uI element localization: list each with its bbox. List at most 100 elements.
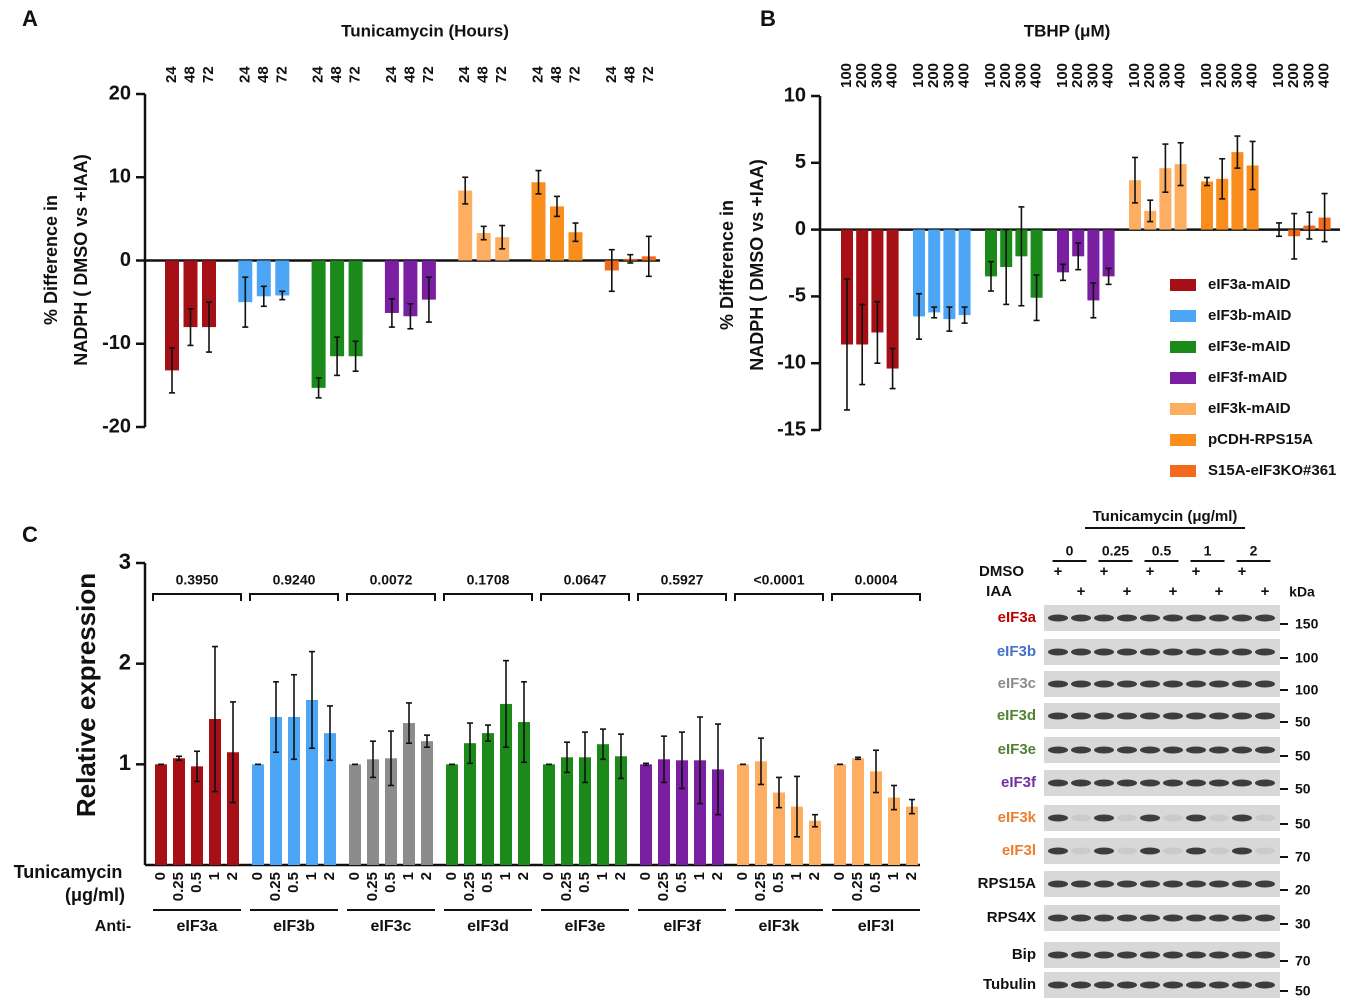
x-tick-label: 24 <box>236 66 253 83</box>
band <box>1255 982 1275 989</box>
group-label: eIF3c <box>371 918 412 935</box>
legend-swatch <box>1170 279 1196 291</box>
y-tick-label: 10 <box>784 84 806 106</box>
legend-label: eIF3k-mAID <box>1208 400 1291 417</box>
band <box>1232 681 1252 688</box>
band <box>1094 681 1114 688</box>
bar <box>155 764 167 865</box>
x-tick-label: 2 <box>224 872 241 880</box>
band <box>1140 649 1160 656</box>
band <box>1163 915 1183 922</box>
bar <box>887 230 899 369</box>
band <box>1140 915 1160 922</box>
dose-label: 0.25 <box>1102 543 1129 559</box>
band <box>1232 982 1252 989</box>
band <box>1094 982 1114 989</box>
protein-label: eIF3l <box>1002 842 1036 859</box>
band <box>1094 848 1114 855</box>
marker-label: 50 <box>1295 983 1311 999</box>
treatment-sign: + <box>1238 563 1247 580</box>
significance-bracket <box>638 594 726 601</box>
y-tick-label: 2 <box>119 649 131 674</box>
band <box>1209 615 1229 622</box>
panel-letter: A <box>22 6 38 31</box>
x-tick-label: 1 <box>303 872 320 880</box>
group-label: eIF3d <box>467 918 509 935</box>
group-label: eIF3a <box>177 918 218 935</box>
band <box>1094 780 1114 787</box>
marker-label: 20 <box>1295 882 1311 898</box>
y-tick-label: -15 <box>777 418 806 440</box>
y-tick-label: 0 <box>795 218 806 240</box>
x-tick-label: 48 <box>181 66 198 83</box>
p-value: 0.0647 <box>564 572 607 588</box>
error-bar <box>1322 194 1328 242</box>
legend-label: pCDH-RPS15A <box>1208 431 1313 448</box>
y-axis-label: NADPH ( DMSO vs +IAA) <box>71 154 91 366</box>
marker-label: 70 <box>1295 953 1311 969</box>
band <box>1163 747 1183 754</box>
band <box>1071 780 1091 787</box>
marker-label: 50 <box>1295 816 1311 832</box>
x-tick-label: 72 <box>347 66 364 83</box>
x-tick-label: 1 <box>594 872 611 880</box>
x-tick-label: 1 <box>885 872 902 880</box>
band <box>1163 615 1183 622</box>
treatment-sign: + <box>1215 583 1224 600</box>
dose-label: 0 <box>1066 543 1074 559</box>
bar <box>959 230 971 316</box>
band <box>1163 815 1183 822</box>
band <box>1209 747 1229 754</box>
x-tick-label: 2 <box>515 872 532 880</box>
protein-label: RPS4X <box>987 909 1036 926</box>
bar <box>421 741 433 865</box>
band <box>1071 915 1091 922</box>
band <box>1048 982 1068 989</box>
protein-label: RPS15A <box>978 875 1037 892</box>
bar <box>482 733 494 865</box>
bar <box>349 764 361 865</box>
band <box>1232 649 1252 656</box>
legend-label: eIF3f-mAID <box>1208 369 1287 386</box>
band <box>1094 881 1114 888</box>
bar <box>852 758 864 865</box>
treatment-sign: + <box>1123 583 1132 600</box>
protein-label: eIF3b <box>997 643 1036 660</box>
band <box>1071 713 1091 720</box>
x-tick-label: 48 <box>621 66 638 83</box>
legend-swatch <box>1170 465 1196 477</box>
marker-label: 70 <box>1295 849 1311 865</box>
band <box>1140 952 1160 959</box>
marker-label: 150 <box>1295 616 1319 632</box>
legend-swatch <box>1170 403 1196 415</box>
band <box>1163 780 1183 787</box>
significance-bracket <box>444 594 532 601</box>
y-tick-label: -10 <box>102 332 131 354</box>
bar <box>640 764 652 865</box>
band <box>1186 915 1206 922</box>
band <box>1209 952 1229 959</box>
x-tick-label: 0 <box>152 872 169 880</box>
band <box>1117 747 1137 754</box>
group-label: eIF3l <box>858 918 894 935</box>
y-tick-label: 10 <box>109 166 131 188</box>
x-tick-label: 0 <box>734 872 751 880</box>
x-tick-label: 2 <box>903 872 920 880</box>
x-tick-label: 48 <box>255 66 272 83</box>
band <box>1163 649 1183 656</box>
band <box>1209 815 1229 822</box>
x-tick-label: 1 <box>497 872 514 880</box>
band <box>1209 713 1229 720</box>
band <box>1255 747 1275 754</box>
band <box>1071 649 1091 656</box>
band <box>1140 713 1160 720</box>
bar <box>403 723 415 865</box>
band <box>1048 881 1068 888</box>
legend-label: eIF3a-mAID <box>1208 276 1291 293</box>
chart-title: TBHP (μM) <box>1024 21 1111 40</box>
band <box>1094 649 1114 656</box>
x-tick-label: 24 <box>163 66 180 83</box>
band <box>1048 815 1068 822</box>
blot-title: Tunicamycin (μg/ml) <box>1093 508 1238 525</box>
y-tick-label: -20 <box>102 415 131 437</box>
